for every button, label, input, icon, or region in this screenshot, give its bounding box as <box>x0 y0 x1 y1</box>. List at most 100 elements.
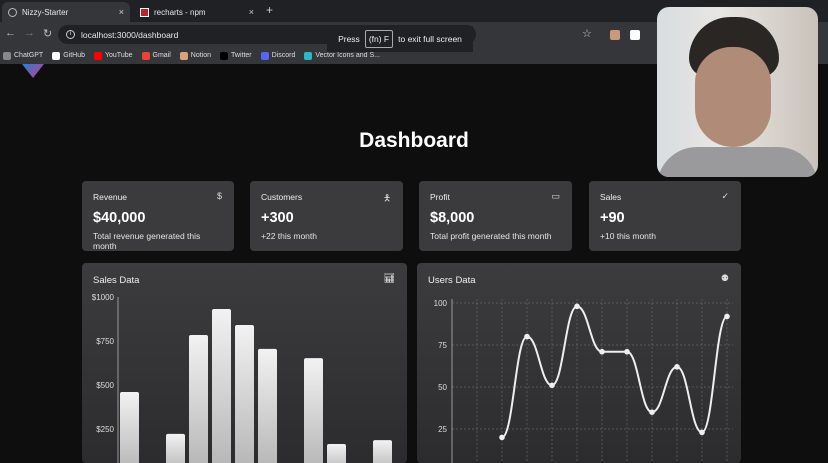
webcam-overlay <box>657 7 818 177</box>
bookmark-item[interactable]: Twitter <box>220 51 252 60</box>
bar <box>212 308 231 463</box>
notice-text: to exit full screen <box>398 34 462 44</box>
data-point <box>624 348 630 355</box>
bookmark-item[interactable]: ChatGPT <box>3 51 44 60</box>
card-value: +300 <box>261 210 294 226</box>
fullscreen-notice: Press (fn) F to exit full screen <box>327 26 473 52</box>
data-point <box>549 382 555 389</box>
page-title: Dashboard <box>359 129 469 152</box>
tab-recharts[interactable]: recharts - npm × <box>134 2 260 22</box>
bar <box>235 324 254 463</box>
bar <box>166 433 185 463</box>
bookmark-item[interactable]: Vector Icons and S... <box>304 51 380 60</box>
card-label: Customers <box>261 192 303 202</box>
sales-data-chart: Sales Data 📊︎ $250 $500 $750 $1000 <box>82 263 407 463</box>
tab-label: recharts - npm <box>154 7 206 17</box>
url-text: localhost:3000/dashboard <box>81 29 179 40</box>
bookmark-item[interactable]: Discord <box>260 51 296 60</box>
forward-icon[interactable]: → <box>24 27 35 39</box>
bookmark-icon <box>220 51 229 60</box>
extension-icon[interactable] <box>610 30 620 40</box>
check-icon: ✓ <box>721 191 729 201</box>
bookmark-icon <box>52 51 61 60</box>
stat-card-revenue: Revenue $ $40,000 Total revenue generate… <box>82 181 234 251</box>
stat-card-sales: Sales ✓ +90 +10 this month <box>589 181 741 251</box>
close-tab-icon[interactable]: × <box>248 7 254 17</box>
y-tick-label: 50 <box>438 383 447 392</box>
bookmark-icon <box>141 51 150 60</box>
card-subtext: +10 this month <box>600 231 656 241</box>
back-icon[interactable]: ← <box>5 27 16 39</box>
bookmark-icon <box>3 51 11 60</box>
bookmark-label: Twitter <box>231 52 252 59</box>
data-point <box>699 429 705 436</box>
npm-icon <box>140 7 149 17</box>
bar <box>258 348 277 463</box>
card-label: Revenue <box>93 192 128 202</box>
bookmark-label: YouTube <box>104 52 133 59</box>
close-tab-icon[interactable]: × <box>118 7 124 17</box>
y-tick-label: 75 <box>438 341 447 350</box>
y-tick-label: $500 <box>96 381 114 390</box>
tab-bar: Nizzy-Starter × recharts - npm × + <box>0 0 828 22</box>
bookmark-item[interactable]: YouTube <box>93 51 133 60</box>
bar <box>304 358 323 463</box>
bookmark-label: Discord <box>271 52 296 59</box>
card-subtext: Total revenue generated this month <box>93 231 201 251</box>
card-value: $40,000 <box>93 210 146 226</box>
info-icon[interactable]: i <box>66 30 75 39</box>
y-tick-label: $1000 <box>92 293 115 302</box>
chart-title: Sales Data <box>93 275 140 286</box>
bookmark-item[interactable]: Gmail <box>141 51 171 60</box>
bookmark-star-icon[interactable]: ☆ <box>582 28 592 40</box>
bookmark-label: GitHub <box>63 52 85 59</box>
notice-text: Press <box>338 34 360 44</box>
y-tick-label: 25 <box>438 425 447 434</box>
bookmark-icon <box>93 51 102 60</box>
credit-card-icon: ▭ <box>551 191 560 201</box>
y-tick-label: $750 <box>96 337 114 346</box>
bookmark-icon <box>304 51 313 60</box>
data-point <box>499 434 505 441</box>
users-data-chart: Users Data ⚉ 25 50 75 100 <box>417 263 741 463</box>
bar <box>189 335 208 463</box>
card-value: $8,000 <box>430 210 475 226</box>
tab-nizzy-starter[interactable]: Nizzy-Starter × <box>2 2 130 22</box>
app-logo[interactable] <box>22 64 44 78</box>
bookmark-label: Vector Icons and S... <box>315 52 380 59</box>
bookmark-icon <box>260 51 269 60</box>
bookmark-item[interactable]: Notion <box>179 51 212 60</box>
chart-title: Users Data <box>428 275 476 286</box>
bar <box>327 443 346 463</box>
user-icon: ⚉ <box>720 273 729 283</box>
card-label: Profit <box>430 192 450 202</box>
y-tick-label: $250 <box>96 425 114 434</box>
bookmark-label: Gmail <box>152 52 171 59</box>
stat-card-customers: Customers 🯅 +300 +22 this month <box>250 181 403 251</box>
bookmark-label: Notion <box>190 52 212 59</box>
card-value: +90 <box>600 210 625 226</box>
bar <box>373 440 392 463</box>
bookmarks-bar: ChatGPT GitHub YouTube Gmail Notion Twitter Di… <box>0 47 828 64</box>
users-line <box>501 305 728 439</box>
reload-icon[interactable]: ↻ <box>43 28 53 40</box>
bar-chart-icon: 📊︎ <box>383 273 395 283</box>
globe-icon <box>8 7 17 17</box>
y-tick-label: 100 <box>434 299 448 308</box>
data-point <box>574 303 580 310</box>
bookmark-item[interactable]: GitHub <box>52 51 85 60</box>
data-point <box>524 333 530 340</box>
notice-key: (fn) F <box>364 30 394 48</box>
data-point <box>724 313 730 320</box>
bookmark-icon <box>179 51 188 60</box>
extension-r-icon[interactable] <box>630 30 640 40</box>
bar <box>120 392 139 463</box>
tab-label: Nizzy-Starter <box>22 7 69 17</box>
data-point <box>674 364 680 370</box>
bookmark-label: ChatGPT <box>14 52 44 59</box>
card-label: Sales <box>600 192 622 202</box>
person-icon: 🯅 <box>383 193 391 203</box>
data-point <box>599 348 605 355</box>
new-tab-button[interactable]: + <box>266 3 274 17</box>
card-subtext: +22 this month <box>261 231 317 241</box>
